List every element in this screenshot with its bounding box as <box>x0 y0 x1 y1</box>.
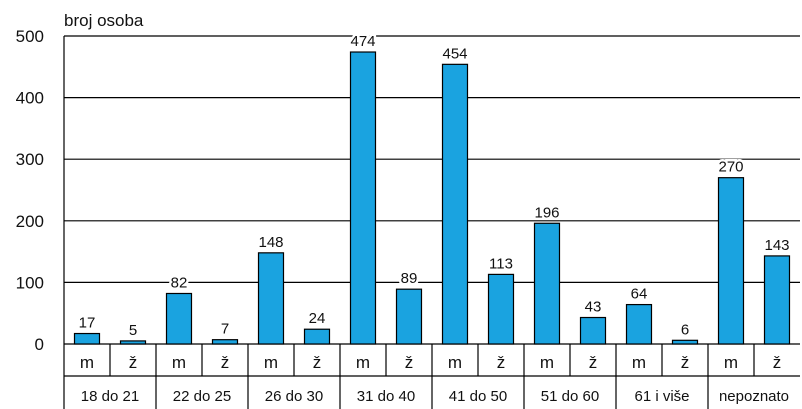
value-label: 82 <box>171 274 188 291</box>
bar-41-do-50-ž <box>487 273 515 345</box>
value-label: 113 <box>489 255 513 272</box>
value-label: 43 <box>585 299 602 316</box>
x-sub-label: ž <box>221 353 230 372</box>
bar-22-do-25-m <box>165 292 193 345</box>
bar-18-do-21-ž <box>119 340 147 345</box>
x-sub-label: ž <box>405 353 414 372</box>
value-label: 474 <box>350 33 375 50</box>
bar-61-i-više-m <box>625 303 653 345</box>
value-label: 64 <box>631 286 648 303</box>
bar-26-do-30-m <box>257 252 285 345</box>
x-sub-label: ž <box>681 353 690 372</box>
value-label: 5 <box>129 322 137 339</box>
x-sub-label: m <box>724 353 738 372</box>
value-label: 196 <box>534 204 559 221</box>
bar-31-do-40-m <box>349 51 377 345</box>
y-tick-200: 200 <box>16 212 44 231</box>
x-sub-label: m <box>80 353 94 372</box>
y-tick-0: 0 <box>35 335 44 354</box>
bar-41-do-50-m <box>441 63 469 345</box>
bar-31-do-40-ž <box>395 288 423 345</box>
x-group-label: 18 do 21 <box>81 388 139 405</box>
bar-61-i-više-ž <box>671 339 699 345</box>
bar-26-do-30-ž <box>303 328 331 345</box>
x-group-label: 31 do 40 <box>357 388 415 405</box>
value-label: 454 <box>442 45 467 62</box>
y-tick-300: 300 <box>16 150 44 169</box>
bars <box>73 51 791 345</box>
value-label: 6 <box>681 321 689 338</box>
x-group-label: 22 do 25 <box>173 388 231 405</box>
value-label: 17 <box>79 315 96 332</box>
y-tick-labels: 0 100 200 300 400 500 <box>16 27 44 354</box>
x-group-label: 51 do 60 <box>541 388 599 405</box>
bar-51-do-60-m <box>533 222 561 345</box>
x-sub-label: ž <box>497 353 506 372</box>
value-label: 89 <box>401 270 418 287</box>
value-label: 148 <box>258 234 283 251</box>
bar-22-do-25-ž <box>211 339 239 345</box>
x-group-label: 61 i više <box>634 388 689 405</box>
x-group-label: nepoznato <box>719 388 789 405</box>
value-label: 7 <box>221 321 229 338</box>
bar-18-do-21-m <box>73 332 101 345</box>
bar-nepoznato-m <box>717 177 745 345</box>
value-labels: 17 5 82 7 148 24 474 89 454 113 196 43 64 6 270 143 <box>76 31 792 342</box>
y-axis-label: broj osoba <box>64 11 144 30</box>
value-label: 24 <box>309 310 326 327</box>
x-sub-label: m <box>356 353 370 372</box>
bar-nepoznato-ž <box>763 255 791 345</box>
x-sub-label: m <box>264 353 278 372</box>
x-sub-label: ž <box>589 353 598 372</box>
x-sub-label: m <box>540 353 554 372</box>
x-sub-label: m <box>172 353 186 372</box>
x-sub-label: m <box>632 353 646 372</box>
x-group-label: 41 do 50 <box>449 388 507 405</box>
value-label: 143 <box>764 237 789 254</box>
bar-51-do-60-ž <box>579 316 607 345</box>
value-label: 270 <box>718 159 743 176</box>
x-sub-label: ž <box>773 353 782 372</box>
y-tick-400: 400 <box>16 89 44 108</box>
x-sub-label: ž <box>129 353 138 372</box>
x-group-label: 26 do 30 <box>265 388 323 405</box>
x-axis: m ž 18 do 21 m ž 22 do 25 m ž 26 do 30 m ž 31 do 40… <box>63 36 800 409</box>
y-tick-500: 500 <box>16 27 44 46</box>
x-sub-label: m <box>448 353 462 372</box>
x-sub-label: ž <box>313 353 322 372</box>
y-tick-100: 100 <box>16 273 44 292</box>
